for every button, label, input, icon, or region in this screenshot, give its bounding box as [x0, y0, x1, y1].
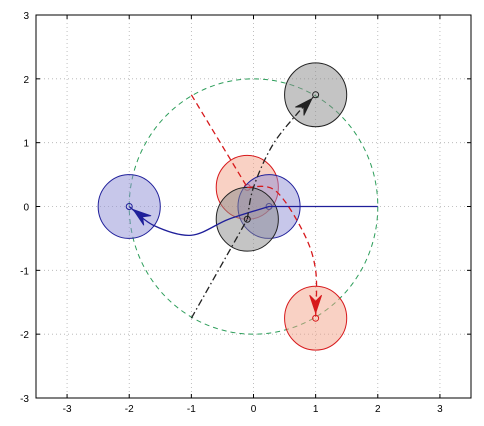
trajectory-series-layer: [128, 94, 378, 319]
y-tick-label: -2: [20, 330, 29, 341]
x-tick-label: -2: [125, 404, 134, 415]
black-disc-center-marker: [312, 91, 320, 99]
tick-marks: [36, 14, 471, 399]
blue-disc-center-marker: [125, 203, 133, 210]
red-disc: [284, 285, 348, 351]
x-tick-label: -1: [187, 404, 196, 415]
red-trajectory: [247, 185, 318, 319]
x-tick-label: -3: [63, 404, 72, 415]
x-tick-label: 3: [437, 404, 443, 415]
y-tick-label: 0: [23, 203, 29, 214]
blue-trajectory: [128, 205, 270, 236]
black-trajectory: [246, 94, 317, 220]
y-tick-label: -3: [20, 394, 29, 405]
blue-arrowhead: [132, 208, 152, 226]
x-tick-label: 0: [251, 404, 257, 415]
red-arrowhead: [309, 294, 323, 315]
tick-labels: -3 -2 -1 0 1 2 3 -3 -2 -1 0 1 2 3: [20, 11, 443, 415]
x-tick-label: 1: [313, 404, 319, 415]
x-tick-label: 2: [375, 404, 381, 415]
black-guide-line: [190, 218, 248, 319]
red-guide-line: [190, 94, 248, 188]
black-arrowhead: [295, 97, 314, 116]
y-tick-label: 3: [23, 11, 29, 22]
y-tick-label: 2: [23, 75, 29, 86]
disc-layer: [97, 62, 348, 351]
y-tick-label: -1: [20, 266, 29, 277]
y-tick-label: 1: [23, 139, 29, 150]
black-disc: [284, 62, 348, 128]
